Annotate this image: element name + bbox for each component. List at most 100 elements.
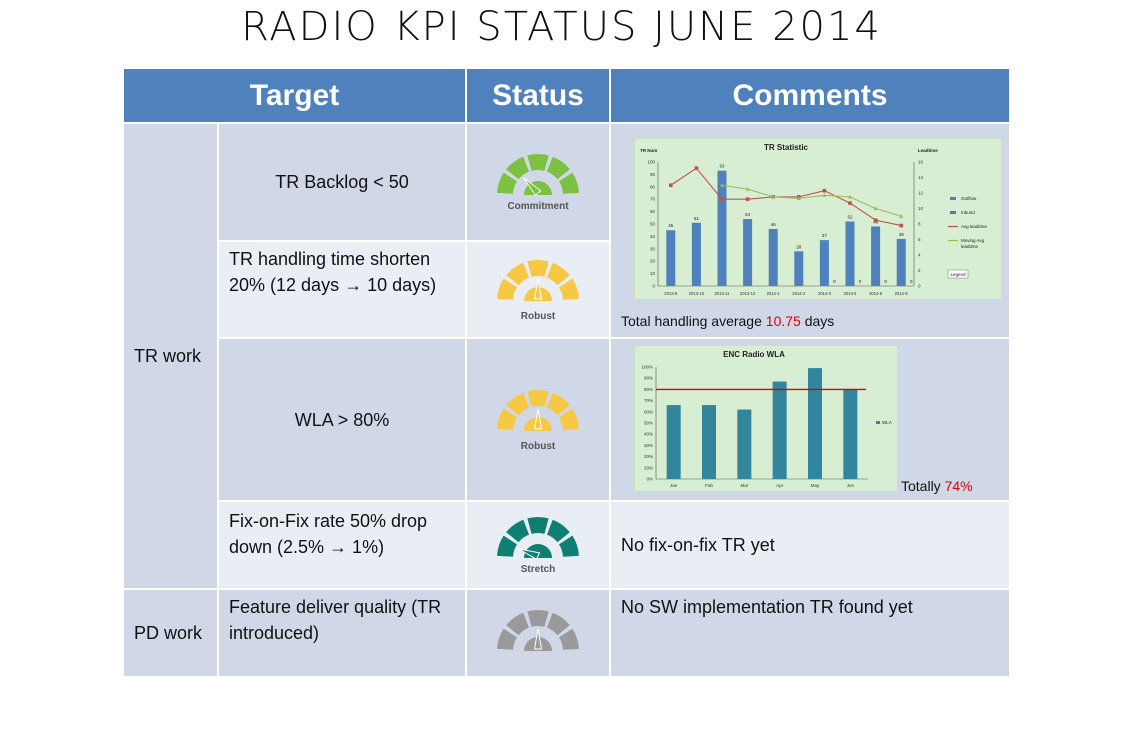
point <box>745 186 750 191</box>
tick-label-x: Jun <box>847 483 855 488</box>
point <box>694 166 699 170</box>
gauge-segment <box>558 408 579 430</box>
tick-label-left: 80 <box>650 184 656 189</box>
chart-title: TR Statistic <box>764 143 809 152</box>
tick-label-y: 80% <box>644 387 653 392</box>
gauge-segment <box>527 610 549 627</box>
handling-note-suffix: days <box>800 313 835 329</box>
tick-label-x: 2014-3 <box>818 291 832 296</box>
bar <box>717 170 727 286</box>
gauge-segment <box>546 262 570 285</box>
bar <box>794 251 804 286</box>
table-row: PD work Feature deliver quality (TR intr… <box>122 588 1011 678</box>
tick-label-x: 2014-1 <box>767 291 781 296</box>
gauge-segment <box>546 519 570 543</box>
comment-feature-quality: No SW implementation TR found yet <box>609 588 1011 678</box>
gauge-label: Stretch <box>521 564 555 575</box>
gauge-segment <box>558 628 579 650</box>
handling-note-value: 10.75 <box>765 313 801 329</box>
tick-label-x: May <box>811 483 820 488</box>
gauge-segment <box>506 519 530 543</box>
wla-note-value: 74% <box>944 478 973 494</box>
wla-total-note: Totally 74% <box>901 477 973 495</box>
bar <box>843 389 858 479</box>
legend-label: WLA <box>882 420 892 425</box>
bar <box>702 405 716 479</box>
data-label: 93 <box>719 164 725 169</box>
tick-label-left: 0 <box>652 284 655 289</box>
gauge-needle <box>533 628 543 650</box>
point <box>848 201 852 205</box>
gauge-segment <box>506 156 530 180</box>
comment-fix-on-fix: No fix-on-fix TR yet <box>609 500 1011 590</box>
table-row: TR handling time shorten 20% (12 days → … <box>123 240 1010 339</box>
tick-label-x: Mar <box>740 483 748 488</box>
tick-label-x: 2013-9 <box>664 291 678 296</box>
data-label: 28 <box>796 244 802 249</box>
bar <box>819 240 829 286</box>
tick-label-right: 12 <box>918 191 924 196</box>
kpi-table: Target Status Comments TR work TR Backlo… <box>122 67 1011 678</box>
gauge-segment <box>546 612 570 636</box>
gauge-segment <box>527 259 549 277</box>
tick-label-left: 20 <box>650 259 656 264</box>
target-wla: WLA > 80% <box>217 337 467 502</box>
table-row: TR work TR Backlog < 50 Commitment TR St… <box>122 121 1011 590</box>
tick-label-y: 0% <box>646 477 653 482</box>
series-line <box>670 167 902 227</box>
legend-swatch <box>876 421 880 424</box>
tick-label-left: 70 <box>650 197 656 202</box>
gauge-segment <box>558 535 579 557</box>
target-tr-backlog: TR Backlog < 50 <box>217 121 467 243</box>
point <box>720 197 724 201</box>
tick-label-x: Apr <box>776 483 784 488</box>
tick-label-right: 6 <box>918 237 921 242</box>
chart-background <box>634 138 1002 300</box>
table-row: WLA > 80% Robust ENC Radio WLA 0% 10% 20% 30… <box>123 337 1011 502</box>
gauge-segment <box>527 517 549 534</box>
commitment-gauge-icon: Commitment <box>497 154 579 212</box>
tick-label-x: 2014-4 <box>843 291 857 296</box>
tick-label-y: 70% <box>644 398 653 403</box>
gauge-segment <box>506 612 530 636</box>
bar <box>743 219 753 286</box>
tick-label-y: 90% <box>644 376 653 381</box>
point <box>745 197 750 201</box>
bar <box>666 230 676 286</box>
gauge-segment <box>497 408 518 430</box>
gauge-segment <box>497 628 518 650</box>
legend-swatch <box>950 211 956 214</box>
data-label: 37 <box>822 233 828 238</box>
bar <box>666 405 681 479</box>
point <box>899 223 903 228</box>
y-axis-label-left: TR Num <box>640 148 657 153</box>
data-label: 0 <box>884 279 887 284</box>
tick-label-y: 100% <box>641 365 653 370</box>
legend-label: leadtime <box>961 244 979 249</box>
gauge-needle <box>517 548 541 560</box>
gauge-segment <box>558 172 579 194</box>
tick-label-x: 2014-6 <box>895 291 909 296</box>
gauge-segment <box>497 278 518 300</box>
point <box>720 183 724 187</box>
legend-button <box>947 269 969 279</box>
tick-label-left: 40 <box>650 234 656 239</box>
tick-label-right: 16 <box>918 160 924 165</box>
point <box>669 183 673 188</box>
point <box>899 214 904 218</box>
point <box>873 218 878 222</box>
gauge-label: Robust <box>521 311 556 322</box>
wla-note-prefix: Totally <box>901 478 945 494</box>
series-line <box>721 184 902 217</box>
tick-label-y: 50% <box>644 421 653 426</box>
tick-label-y: 60% <box>644 409 653 414</box>
bar <box>871 226 881 286</box>
tick-label-x: 2013-12 <box>740 291 756 296</box>
tick-label-x: 2013-10 <box>689 291 705 296</box>
header-comments: Comments <box>609 67 1011 124</box>
legend-label: Inbund <box>961 210 975 215</box>
gauge-segment <box>546 392 570 415</box>
data-label: 0 <box>859 279 862 284</box>
table-row: Fix-on-Fix rate 50% drop down (2.5% → 1%… <box>123 500 1011 590</box>
